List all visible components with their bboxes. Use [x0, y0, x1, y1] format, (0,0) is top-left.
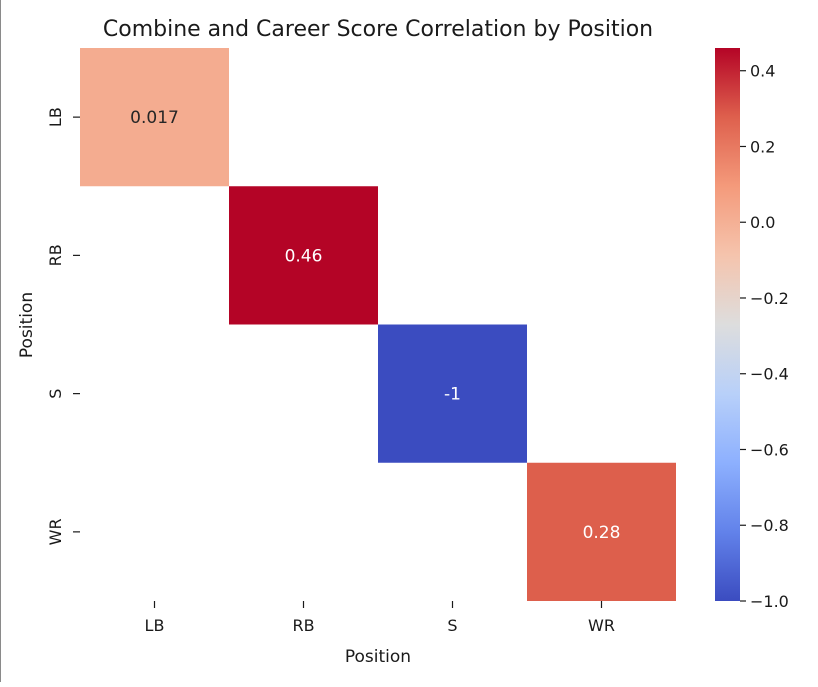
cell-value-label: -1: [444, 385, 461, 405]
x-axis: LB RB S WR: [145, 601, 615, 635]
colorbar-tick-label: 0.2: [750, 137, 775, 156]
heatmap-cell-s-s: [378, 324, 527, 463]
y-axis-label: Position: [17, 292, 37, 358]
colorbar: [715, 48, 740, 601]
y-axis: LB RB S WR: [46, 107, 80, 545]
cell-value-label: 0.28: [583, 523, 621, 543]
colorbar-tick-label: 0.0: [750, 213, 775, 232]
x-tick-label: S: [447, 616, 457, 635]
heatmap-cells: [80, 48, 676, 601]
y-tick-label: RB: [46, 244, 65, 266]
y-tick-label: WR: [46, 518, 65, 545]
colorbar-tick-label: −1.0: [750, 592, 789, 611]
x-tick-label: RB: [292, 616, 314, 635]
x-tick-label: LB: [145, 616, 165, 635]
cell-value-label: 0.017: [130, 108, 179, 128]
x-axis-label: Position: [345, 647, 411, 667]
chart-title: Combine and Career Score Correlation by …: [103, 17, 653, 42]
heatmap-cell-wr-wr: [527, 462, 676, 601]
colorbar-ticks: 0.4 0.2 0.0 −0.2 −0.4 −0.6 −0.8 −1.0: [740, 62, 789, 611]
heatmap-cell-lb-lb: [80, 48, 229, 187]
heatmap-cell-labels: 0.017 0.46 -1 0.28: [130, 108, 620, 543]
heatmap-cell-rb-rb: [229, 186, 378, 325]
colorbar-tick-label: 0.4: [750, 62, 775, 81]
y-tick-label: S: [46, 389, 65, 399]
colorbar-tick-label: −0.6: [750, 440, 789, 459]
colorbar-tick-label: −0.4: [750, 365, 789, 384]
x-tick-label: WR: [588, 616, 615, 635]
cell-value-label: 0.46: [285, 246, 323, 266]
colorbar-tick-label: −0.8: [750, 516, 789, 535]
window-border: [0, 0, 1, 682]
colorbar-tick-label: −0.2: [750, 289, 789, 308]
y-tick-label: LB: [46, 107, 65, 127]
